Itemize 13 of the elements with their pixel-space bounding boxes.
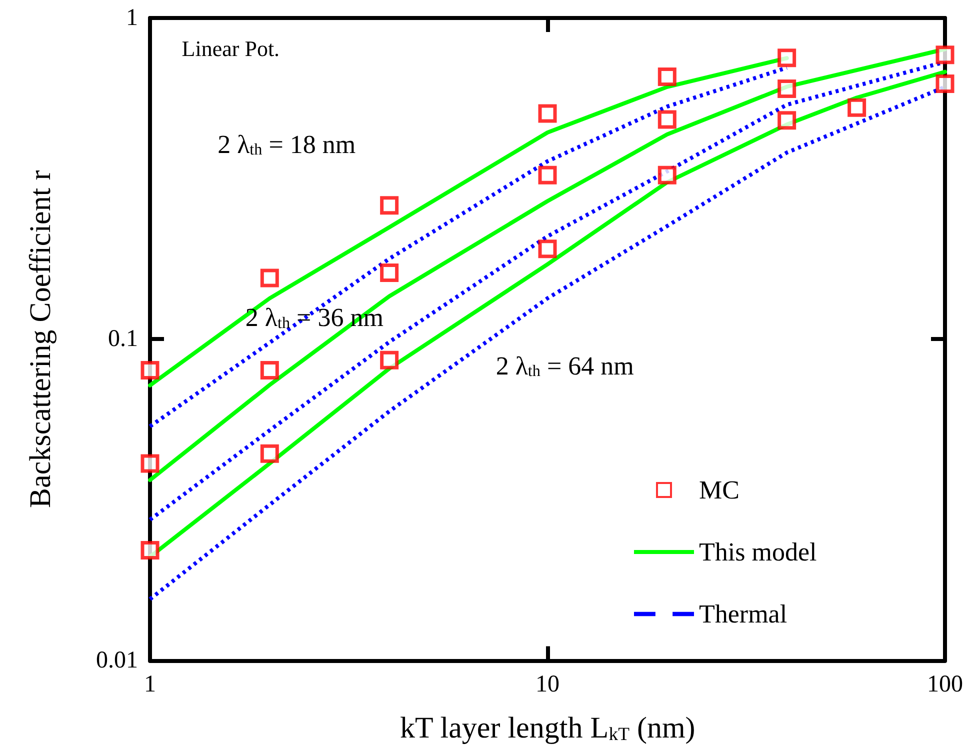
legend-label: MC bbox=[699, 476, 740, 504]
x-tick-label: 1 bbox=[144, 671, 156, 698]
annotation: Linear Pot. bbox=[182, 36, 280, 61]
legend-label: Thermal bbox=[699, 600, 788, 628]
annotation: 2 λth = 64 nm bbox=[496, 351, 634, 380]
legend-label: This model bbox=[699, 538, 817, 566]
x-tick-label: 10 bbox=[536, 671, 560, 698]
y-tick-label: 0.01 bbox=[96, 647, 138, 674]
y-axis-title: Backscattering Coefficient r bbox=[24, 170, 57, 508]
x-tick-label: 100 bbox=[927, 671, 963, 698]
annotation: 2 λth = 18 nm bbox=[218, 130, 356, 159]
y-tick-label: 0.1 bbox=[108, 326, 138, 352]
y-tick-label: 1 bbox=[126, 5, 138, 31]
